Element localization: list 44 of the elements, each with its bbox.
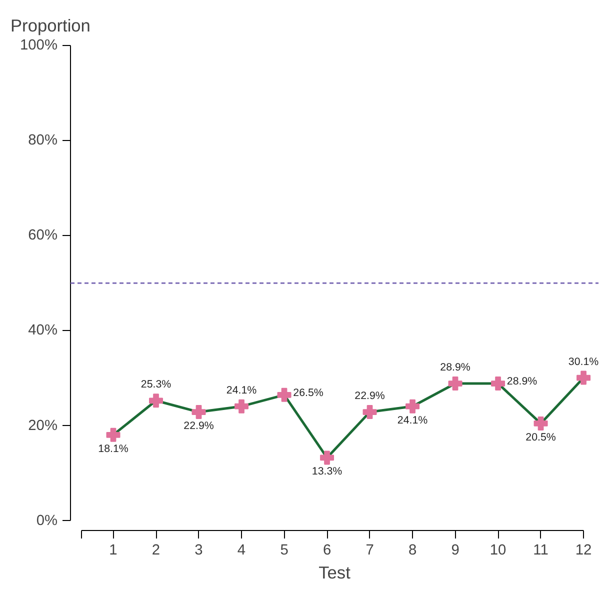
point bbox=[491, 376, 506, 390]
data-label: 24.1% bbox=[226, 384, 258, 396]
y-tick-label: 100% bbox=[20, 37, 58, 54]
data-label: 13.3% bbox=[312, 466, 343, 478]
point bbox=[234, 399, 249, 414]
point bbox=[277, 388, 292, 402]
x-tick-label: 5 bbox=[280, 542, 288, 558]
point bbox=[406, 399, 420, 414]
y-tick-label: 60% bbox=[28, 228, 58, 244]
x-tick-label: 4 bbox=[237, 542, 246, 558]
y-tick-label: 0% bbox=[36, 512, 58, 529]
y-tick-label: 80% bbox=[28, 132, 58, 148]
data-label: 18.1% bbox=[98, 442, 129, 455]
x-tick-label: 6 bbox=[322, 542, 332, 558]
x-tick-label: 9 bbox=[451, 542, 460, 558]
data-label: 22.9% bbox=[354, 390, 386, 402]
x-axis-title: Test bbox=[318, 562, 351, 582]
x-tick-label: 7 bbox=[366, 542, 374, 558]
x-tick-label: 11 bbox=[533, 542, 548, 558]
point bbox=[448, 376, 462, 390]
point bbox=[149, 394, 164, 408]
data-label: 24.1% bbox=[397, 414, 428, 426]
point bbox=[320, 450, 334, 465]
data-label: 28.9% bbox=[440, 362, 471, 374]
data-label: 22.9% bbox=[184, 420, 214, 432]
x-tick-label: 10 bbox=[490, 542, 506, 558]
y-tick-label: 20% bbox=[28, 418, 58, 434]
point bbox=[576, 370, 591, 385]
x-tick-label: 8 bbox=[408, 542, 417, 558]
y-tick-label: 40% bbox=[28, 322, 58, 339]
data-label: 20.5% bbox=[526, 431, 556, 444]
data-label: 26.5% bbox=[293, 386, 324, 399]
data-label: 30.1% bbox=[568, 356, 600, 368]
x-tick-label: 3 bbox=[194, 542, 203, 558]
x-tick-label: 1 bbox=[109, 542, 118, 558]
point bbox=[106, 428, 120, 442]
y-axis-title: Proportion bbox=[10, 16, 90, 36]
x-tick-label: 2 bbox=[152, 542, 160, 558]
point bbox=[192, 405, 206, 420]
data-label: 28.9% bbox=[506, 376, 538, 388]
point bbox=[362, 405, 377, 420]
data-label: 25.3% bbox=[140, 378, 172, 391]
x-tick-label: 12 bbox=[575, 542, 592, 558]
point bbox=[534, 416, 548, 430]
